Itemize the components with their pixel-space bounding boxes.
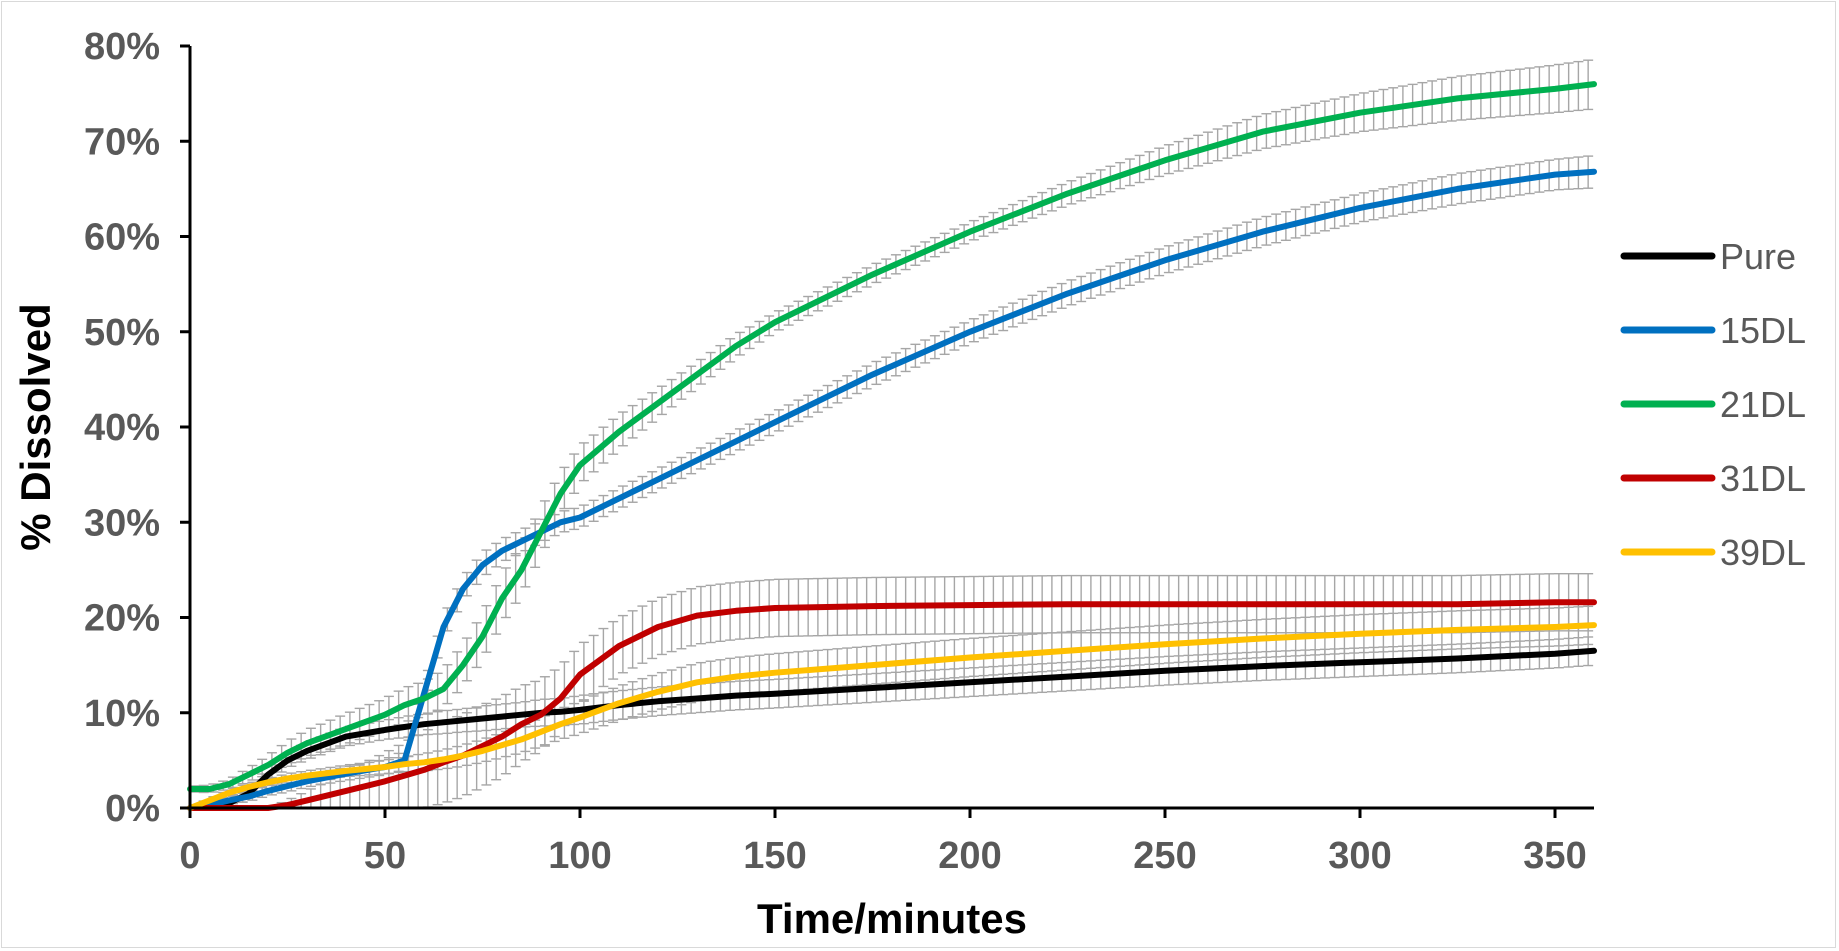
x-axis-title: Time/minutes: [757, 895, 1027, 942]
y-tick-label: 20%: [84, 598, 160, 640]
x-tick-label: 200: [938, 835, 1001, 877]
y-tick-label: 0%: [105, 788, 160, 830]
axes: [188, 46, 1594, 810]
y-tick-label: 10%: [84, 693, 160, 735]
legend-label-15dl: 15DL: [1720, 310, 1806, 351]
y-axis-title: % Dissolved: [12, 303, 59, 550]
x-tick-label: 300: [1328, 835, 1391, 877]
y-tick-label: 60%: [84, 217, 160, 259]
x-tick-label: 250: [1133, 835, 1196, 877]
x-tick-label: 350: [1523, 835, 1586, 877]
y-tick-label: 80%: [84, 26, 160, 68]
y-ticks: 0% 10% 20% 30% 40% 50% 60% 70% 80%: [84, 26, 190, 830]
x-tick-label: 0: [179, 835, 200, 877]
legend-label-pure: Pure: [1720, 236, 1796, 277]
legend: Pure 15DL 21DL 31DL 39DL: [1620, 236, 1806, 573]
x-tick-label: 150: [743, 835, 806, 877]
series-line-21dl: [187, 81, 1597, 792]
legend-label-31dl: 31DL: [1720, 458, 1806, 499]
series-line-31dl: [187, 599, 1597, 811]
y-tick-label: 50%: [84, 312, 160, 354]
series-line-39dl: [187, 622, 1597, 811]
error-bars-31dl: [266, 572, 1594, 809]
legend-label-39dl: 39DL: [1720, 532, 1806, 573]
x-ticks: 0 50 100 150 200 250 300 350: [179, 808, 1587, 877]
series-lines: [187, 81, 1597, 811]
x-tick-label: 100: [548, 835, 611, 877]
error-bars: [188, 59, 1594, 809]
x-tick-label: 50: [364, 835, 406, 877]
y-tick-label: 40%: [84, 407, 160, 449]
legend-label-21dl: 21DL: [1720, 384, 1806, 425]
y-tick-label: 30%: [84, 502, 160, 544]
y-tick-label: 70%: [84, 121, 160, 163]
